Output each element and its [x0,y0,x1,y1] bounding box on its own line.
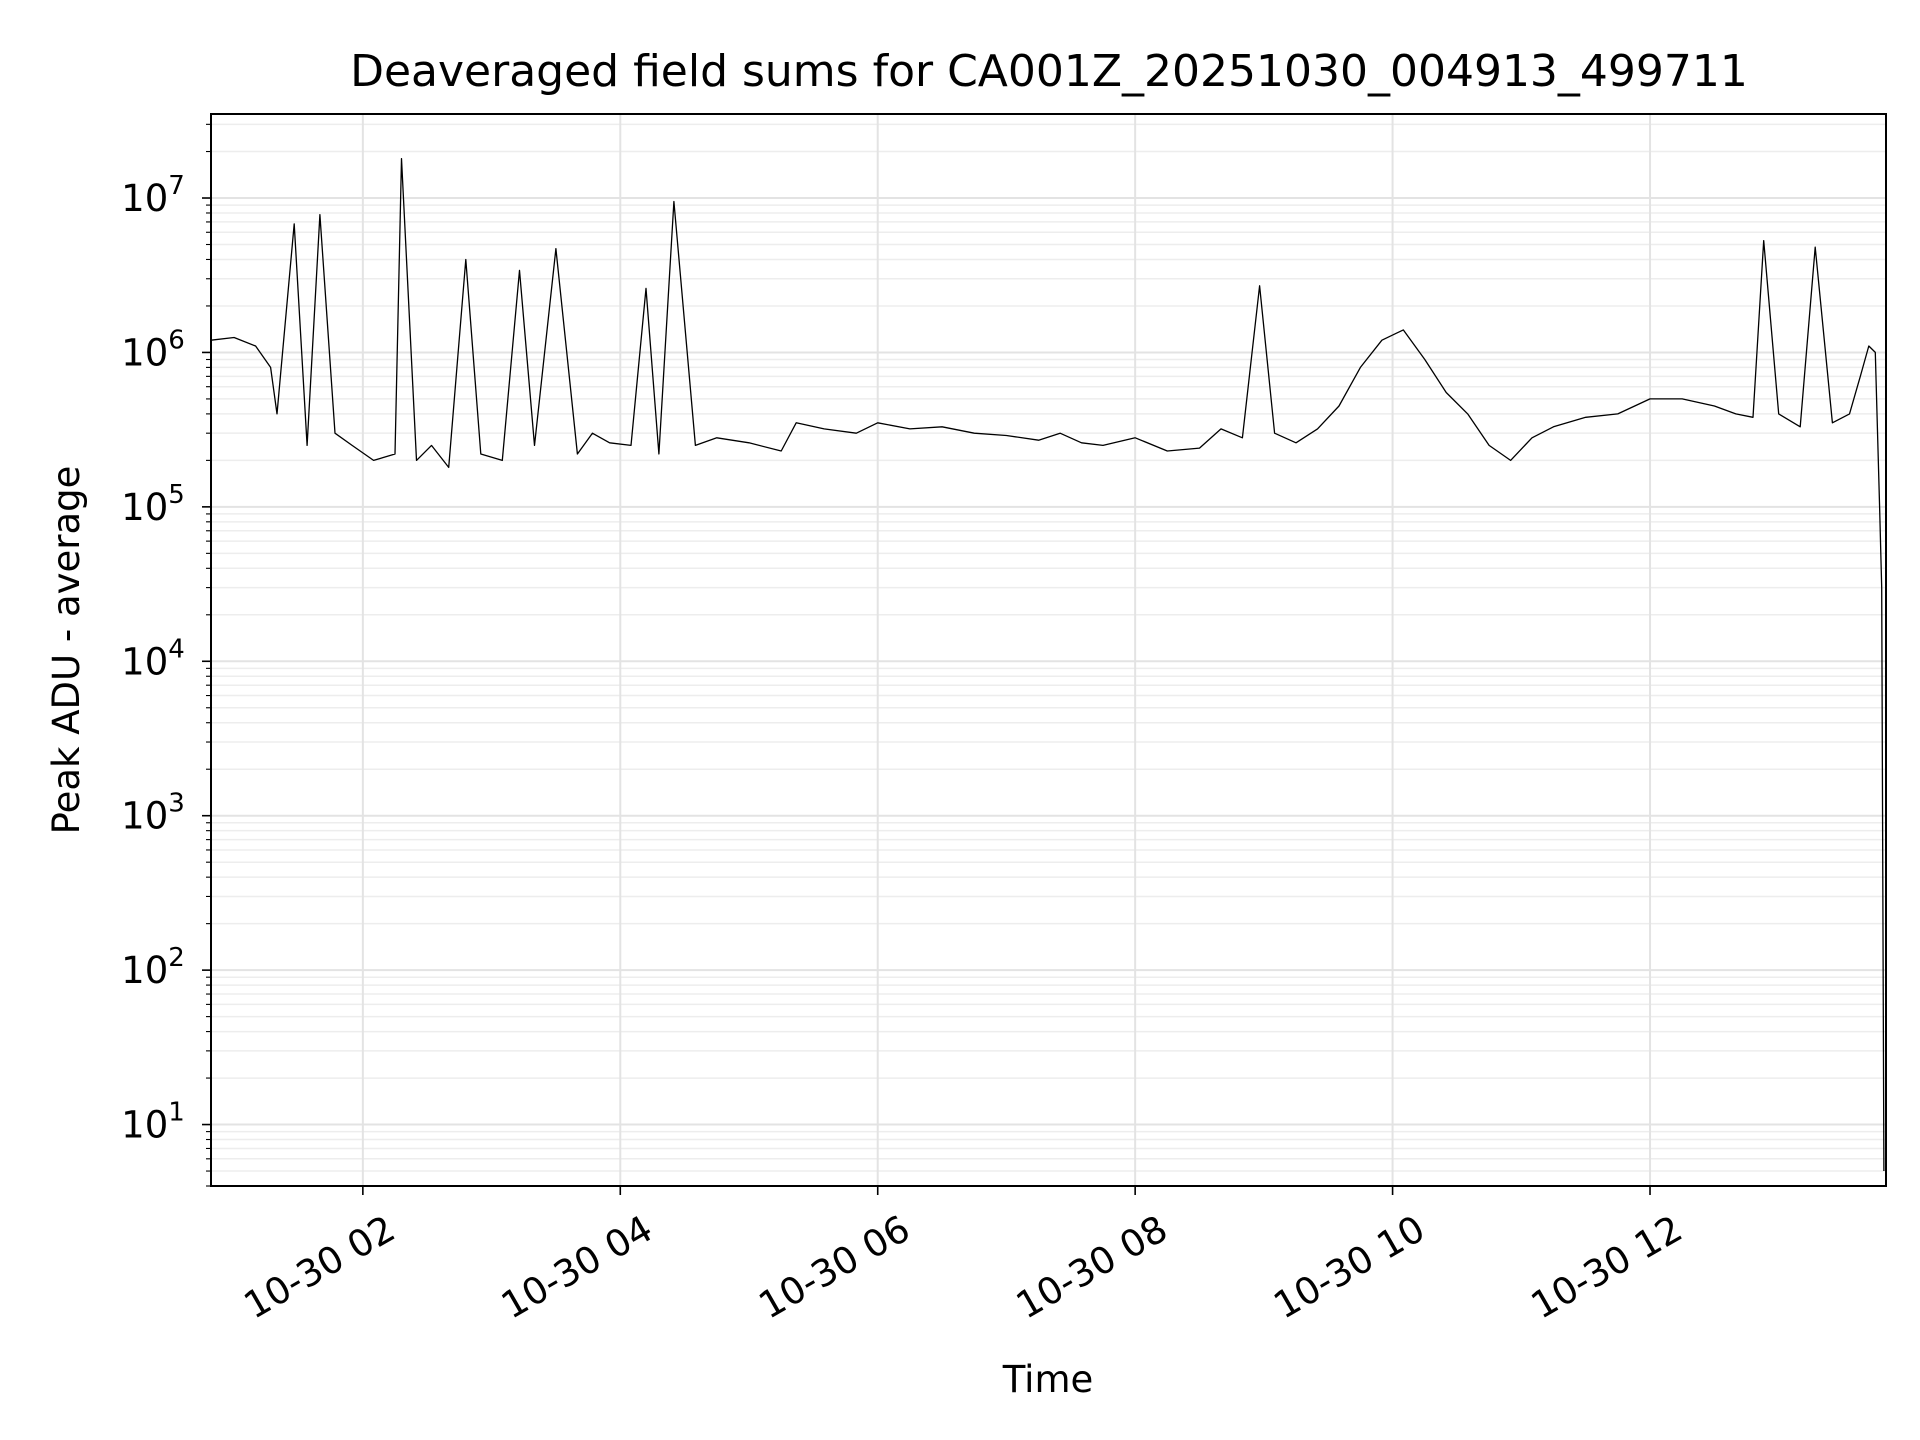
y-axis-label: Peak ADU - average [45,466,88,835]
y-tick-label: 101 [121,1098,185,1147]
plot-area-frame [210,113,1887,1187]
y-tick-label: 102 [121,943,185,992]
series-line [210,157,1885,1172]
y-tick-label: 105 [121,480,185,529]
x-axis-label: Time [1002,1358,1094,1401]
axis-ticks [202,123,1651,1195]
chart-title: Deaveraged field sums for CA001Z_2025103… [350,46,1748,97]
y-tick-label: 104 [121,634,185,683]
y-tick-label: 107 [121,171,185,220]
grid [211,114,1886,1187]
series-layer [210,157,1885,1172]
y-tick-label: 103 [121,789,185,838]
y-tick-label: 106 [121,325,185,374]
